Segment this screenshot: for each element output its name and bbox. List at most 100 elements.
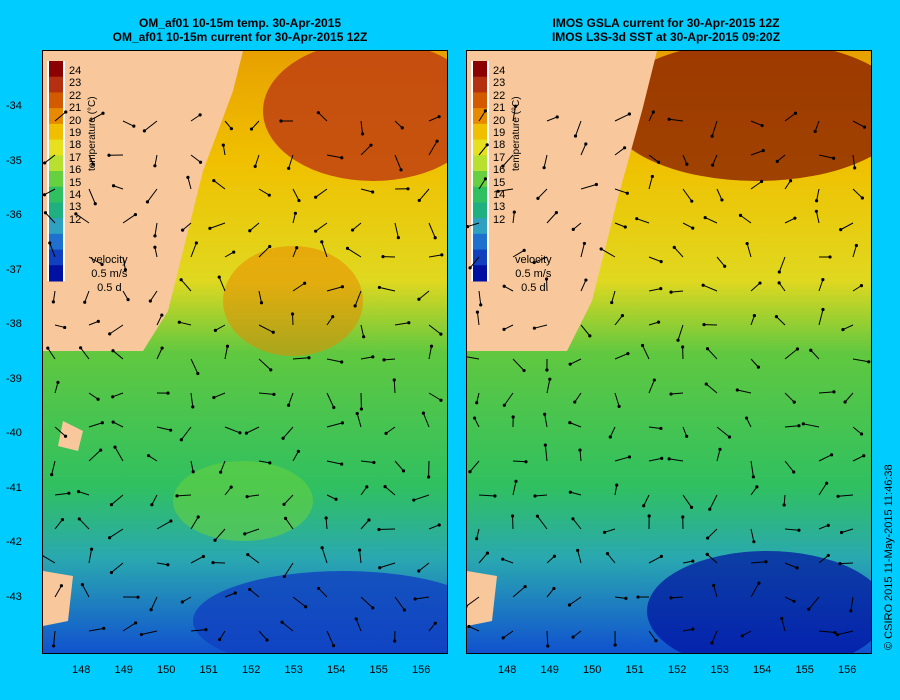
arrow-head (340, 360, 344, 364)
velocity-arrow (740, 214, 752, 224)
legend-speed: 0.5 m/s (515, 268, 552, 280)
arrow-head (735, 388, 739, 392)
velocity-arrow (147, 188, 158, 203)
arrow-head (265, 638, 269, 642)
arrow-head (367, 518, 371, 522)
colorbar-swatch (473, 171, 487, 188)
velocity-arrow (283, 494, 294, 505)
arrow-head (690, 199, 694, 203)
arrow-head (340, 421, 345, 425)
arrow-head (475, 401, 479, 405)
velocity-arrow (478, 144, 488, 156)
arrow-head (744, 416, 749, 420)
arrow-head (213, 538, 217, 542)
velocity-arrow (502, 154, 514, 167)
arrow-head (280, 620, 284, 624)
arrow-head (229, 127, 234, 131)
arrow-head (345, 246, 350, 251)
arrow-head (378, 566, 382, 570)
arrow-head (626, 351, 630, 356)
velocity-arrow (352, 222, 362, 231)
left-map[interactable]: 24 23 22 21 20 19 18 17 16 15 14 13 12 temperature (… (42, 50, 448, 654)
velocity-arrow (512, 460, 527, 463)
velocity-arrow (844, 392, 854, 403)
arrow-head (777, 281, 781, 285)
arrow-head (317, 586, 321, 591)
arrow-head (624, 596, 628, 600)
velocity-arrow (88, 188, 96, 204)
velocity-arrow (52, 290, 56, 302)
lat-tick-label: -36 (6, 209, 22, 221)
velocity-arrow (852, 120, 865, 128)
arrow-head (821, 307, 825, 312)
arrow-head (571, 635, 575, 639)
velocity-arrow (614, 222, 626, 228)
velocity-arrow (249, 222, 260, 232)
arrow-head (51, 300, 55, 304)
velocity-arrow (670, 596, 684, 599)
velocity-arrow (224, 592, 236, 598)
arrow-head (421, 411, 425, 415)
velocity-arrow (837, 630, 854, 636)
arrow-head (153, 245, 157, 249)
velocity-arrow (244, 528, 260, 535)
arrow-head (720, 198, 724, 202)
arrow-head (647, 514, 651, 518)
arrow-head (651, 110, 655, 114)
colorbar-swatch (473, 108, 487, 125)
arrow-head (253, 164, 257, 168)
arrow-head (218, 637, 222, 642)
velocity-arrow (750, 460, 754, 477)
arrow-head (212, 395, 216, 400)
colorbar-tick-label: 24 (493, 65, 506, 77)
velocity-arrow (182, 222, 192, 231)
velocity-arrow (112, 350, 124, 360)
velocity-arrow (503, 324, 514, 330)
velocity-arrow (478, 178, 486, 190)
velocity-arrow (144, 120, 158, 132)
right-map[interactable]: 24 23 22 21 20 19 18 17 16 15 14 13 12 temperature (… (466, 50, 872, 654)
velocity-arrow (356, 413, 362, 428)
velocity-arrow (78, 491, 90, 496)
velocity-arrow (321, 241, 328, 258)
arrow-head (814, 199, 819, 203)
lon-tick-label: 152 (242, 664, 261, 676)
arrow-head (568, 362, 572, 366)
arrow-head (712, 583, 716, 588)
velocity-arrow (288, 154, 294, 169)
arrow-head (691, 559, 695, 563)
velocity-arrow (850, 596, 854, 611)
velocity-arrow (247, 554, 260, 564)
velocity-arrow (614, 485, 618, 496)
arrow-head (702, 323, 706, 327)
velocity-arrow (122, 622, 136, 632)
velocity-arrow (422, 412, 430, 428)
arrow-head (479, 303, 483, 307)
velocity-arrow (213, 180, 226, 190)
colorbar-tick-label: 17 (493, 151, 506, 164)
arrow-head (314, 195, 318, 199)
velocity-arrow (852, 154, 856, 168)
velocity-arrow (220, 460, 226, 473)
velocity-arrow (671, 392, 684, 395)
velocity-arrow (418, 290, 430, 300)
arrow-head (246, 553, 250, 557)
arrow-head (303, 281, 307, 285)
lon-tick-label: 152 (668, 664, 687, 676)
velocity-arrow (224, 120, 232, 129)
velocity-arrow (190, 460, 194, 472)
lat-tick-label: -40 (6, 427, 22, 439)
arrow-head (554, 211, 558, 215)
velocity-arrow (318, 112, 328, 122)
velocity-arrow (379, 562, 396, 569)
velocity-arrow (546, 212, 557, 224)
velocity-arrow (648, 176, 653, 190)
velocity-arrow (814, 120, 820, 132)
velocity-arrow (49, 242, 56, 258)
arrow-head (332, 405, 336, 410)
velocity-arrow (579, 449, 582, 462)
velocity-arrow (746, 417, 752, 428)
arrow-head (413, 597, 417, 601)
velocity-arrow (224, 486, 232, 496)
colorbar-tick-label: 21 (493, 102, 506, 115)
